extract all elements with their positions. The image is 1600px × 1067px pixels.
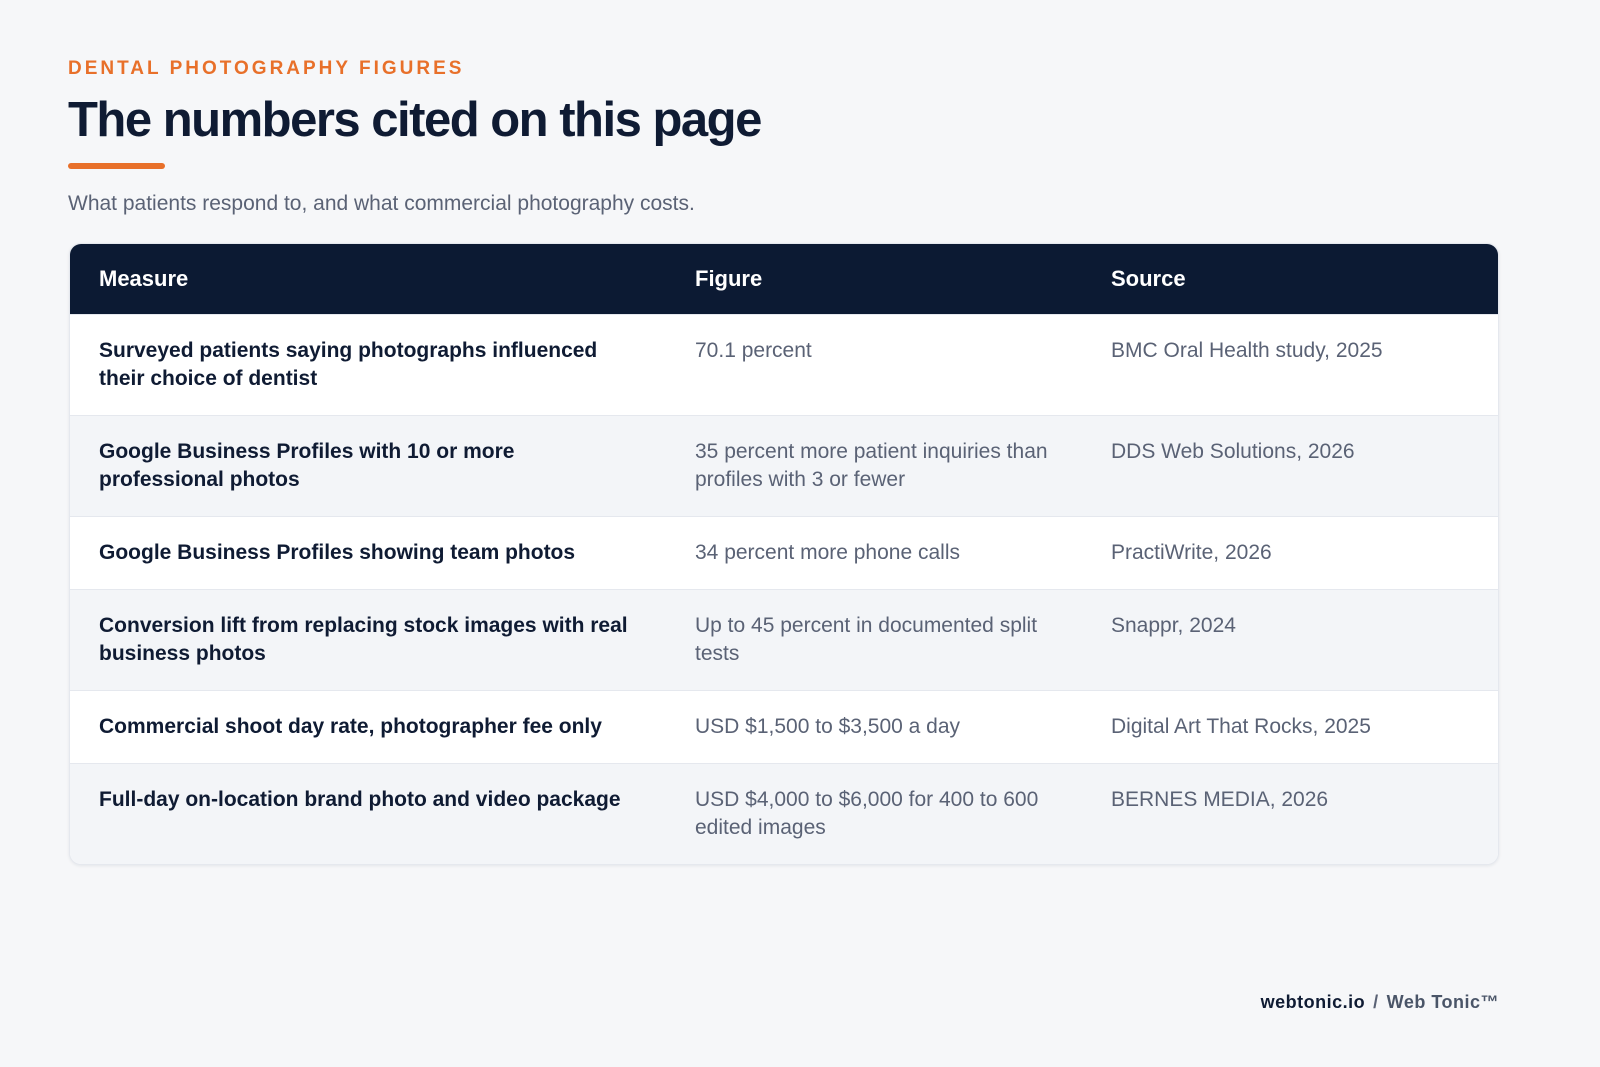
measure: Google Business Profiles showing team ph… bbox=[70, 516, 666, 590]
footer: webtonic.io / Web Tonic™ bbox=[1261, 992, 1499, 1013]
measure: Google Business Profiles with 10 or more… bbox=[70, 415, 666, 517]
accent-rule bbox=[68, 163, 165, 169]
figure: 70.1 percent bbox=[666, 314, 1082, 416]
source: Snappr, 2024 bbox=[1082, 589, 1498, 691]
table-card: Measure Figure Source Surveyed patients sa… bbox=[69, 243, 1499, 865]
table-row: Surveyed patients saying photographs inf… bbox=[70, 314, 1498, 416]
table-row: Commercial shoot day rate, photographer … bbox=[70, 690, 1498, 764]
subtitle: What patients respond to, and what comme… bbox=[68, 192, 695, 215]
footer-site: webtonic.io bbox=[1260, 992, 1366, 1012]
figure: Up to 45 percent in documented split tes… bbox=[666, 589, 1082, 691]
figure: USD $4,000 to $6,000 for 400 to 600 edit… bbox=[666, 763, 1082, 864]
source: BERNES MEDIA, 2026 bbox=[1082, 763, 1498, 864]
source: DDS Web Solutions, 2026 bbox=[1082, 415, 1498, 517]
measure: Surveyed patients saying photographs inf… bbox=[70, 314, 666, 416]
figure: 35 percent more patient inquiries than p… bbox=[666, 415, 1082, 517]
measure: Full-day on-location brand photo and vid… bbox=[70, 763, 666, 864]
page-title: The numbers cited on this page bbox=[68, 93, 762, 147]
table-row: Conversion lift from replacing stock ima… bbox=[70, 589, 1498, 691]
source: Digital Art That Rocks, 2025 bbox=[1082, 690, 1498, 764]
footer-brand: Web Tonic™ bbox=[1386, 992, 1499, 1012]
source: BMC Oral Health study, 2025 bbox=[1082, 314, 1498, 416]
footer-separator: / bbox=[1373, 992, 1379, 1012]
table-row: Google Business Profiles showing team ph… bbox=[70, 516, 1498, 590]
column-header: Source bbox=[1082, 244, 1498, 315]
header-row: Measure Figure Source bbox=[70, 244, 1498, 315]
eyebrow: DENTAL PHOTOGRAPHY FIGURES bbox=[68, 58, 465, 79]
figure: 34 percent more phone calls bbox=[666, 516, 1082, 590]
table-row: Google Business Profiles with 10 or more… bbox=[70, 415, 1498, 517]
measure: Commercial shoot day rate, photographer … bbox=[70, 690, 666, 764]
figure: USD $1,500 to $3,500 a day bbox=[666, 690, 1082, 764]
table-row: Full-day on-location brand photo and vid… bbox=[70, 763, 1498, 864]
measure: Conversion lift from replacing stock ima… bbox=[70, 589, 666, 691]
source: PractiWrite, 2026 bbox=[1082, 516, 1498, 590]
column-header: Measure bbox=[70, 244, 666, 315]
figures-table: Measure Figure Source Surveyed patients sa… bbox=[70, 244, 1498, 864]
column-header: Figure bbox=[666, 244, 1082, 315]
